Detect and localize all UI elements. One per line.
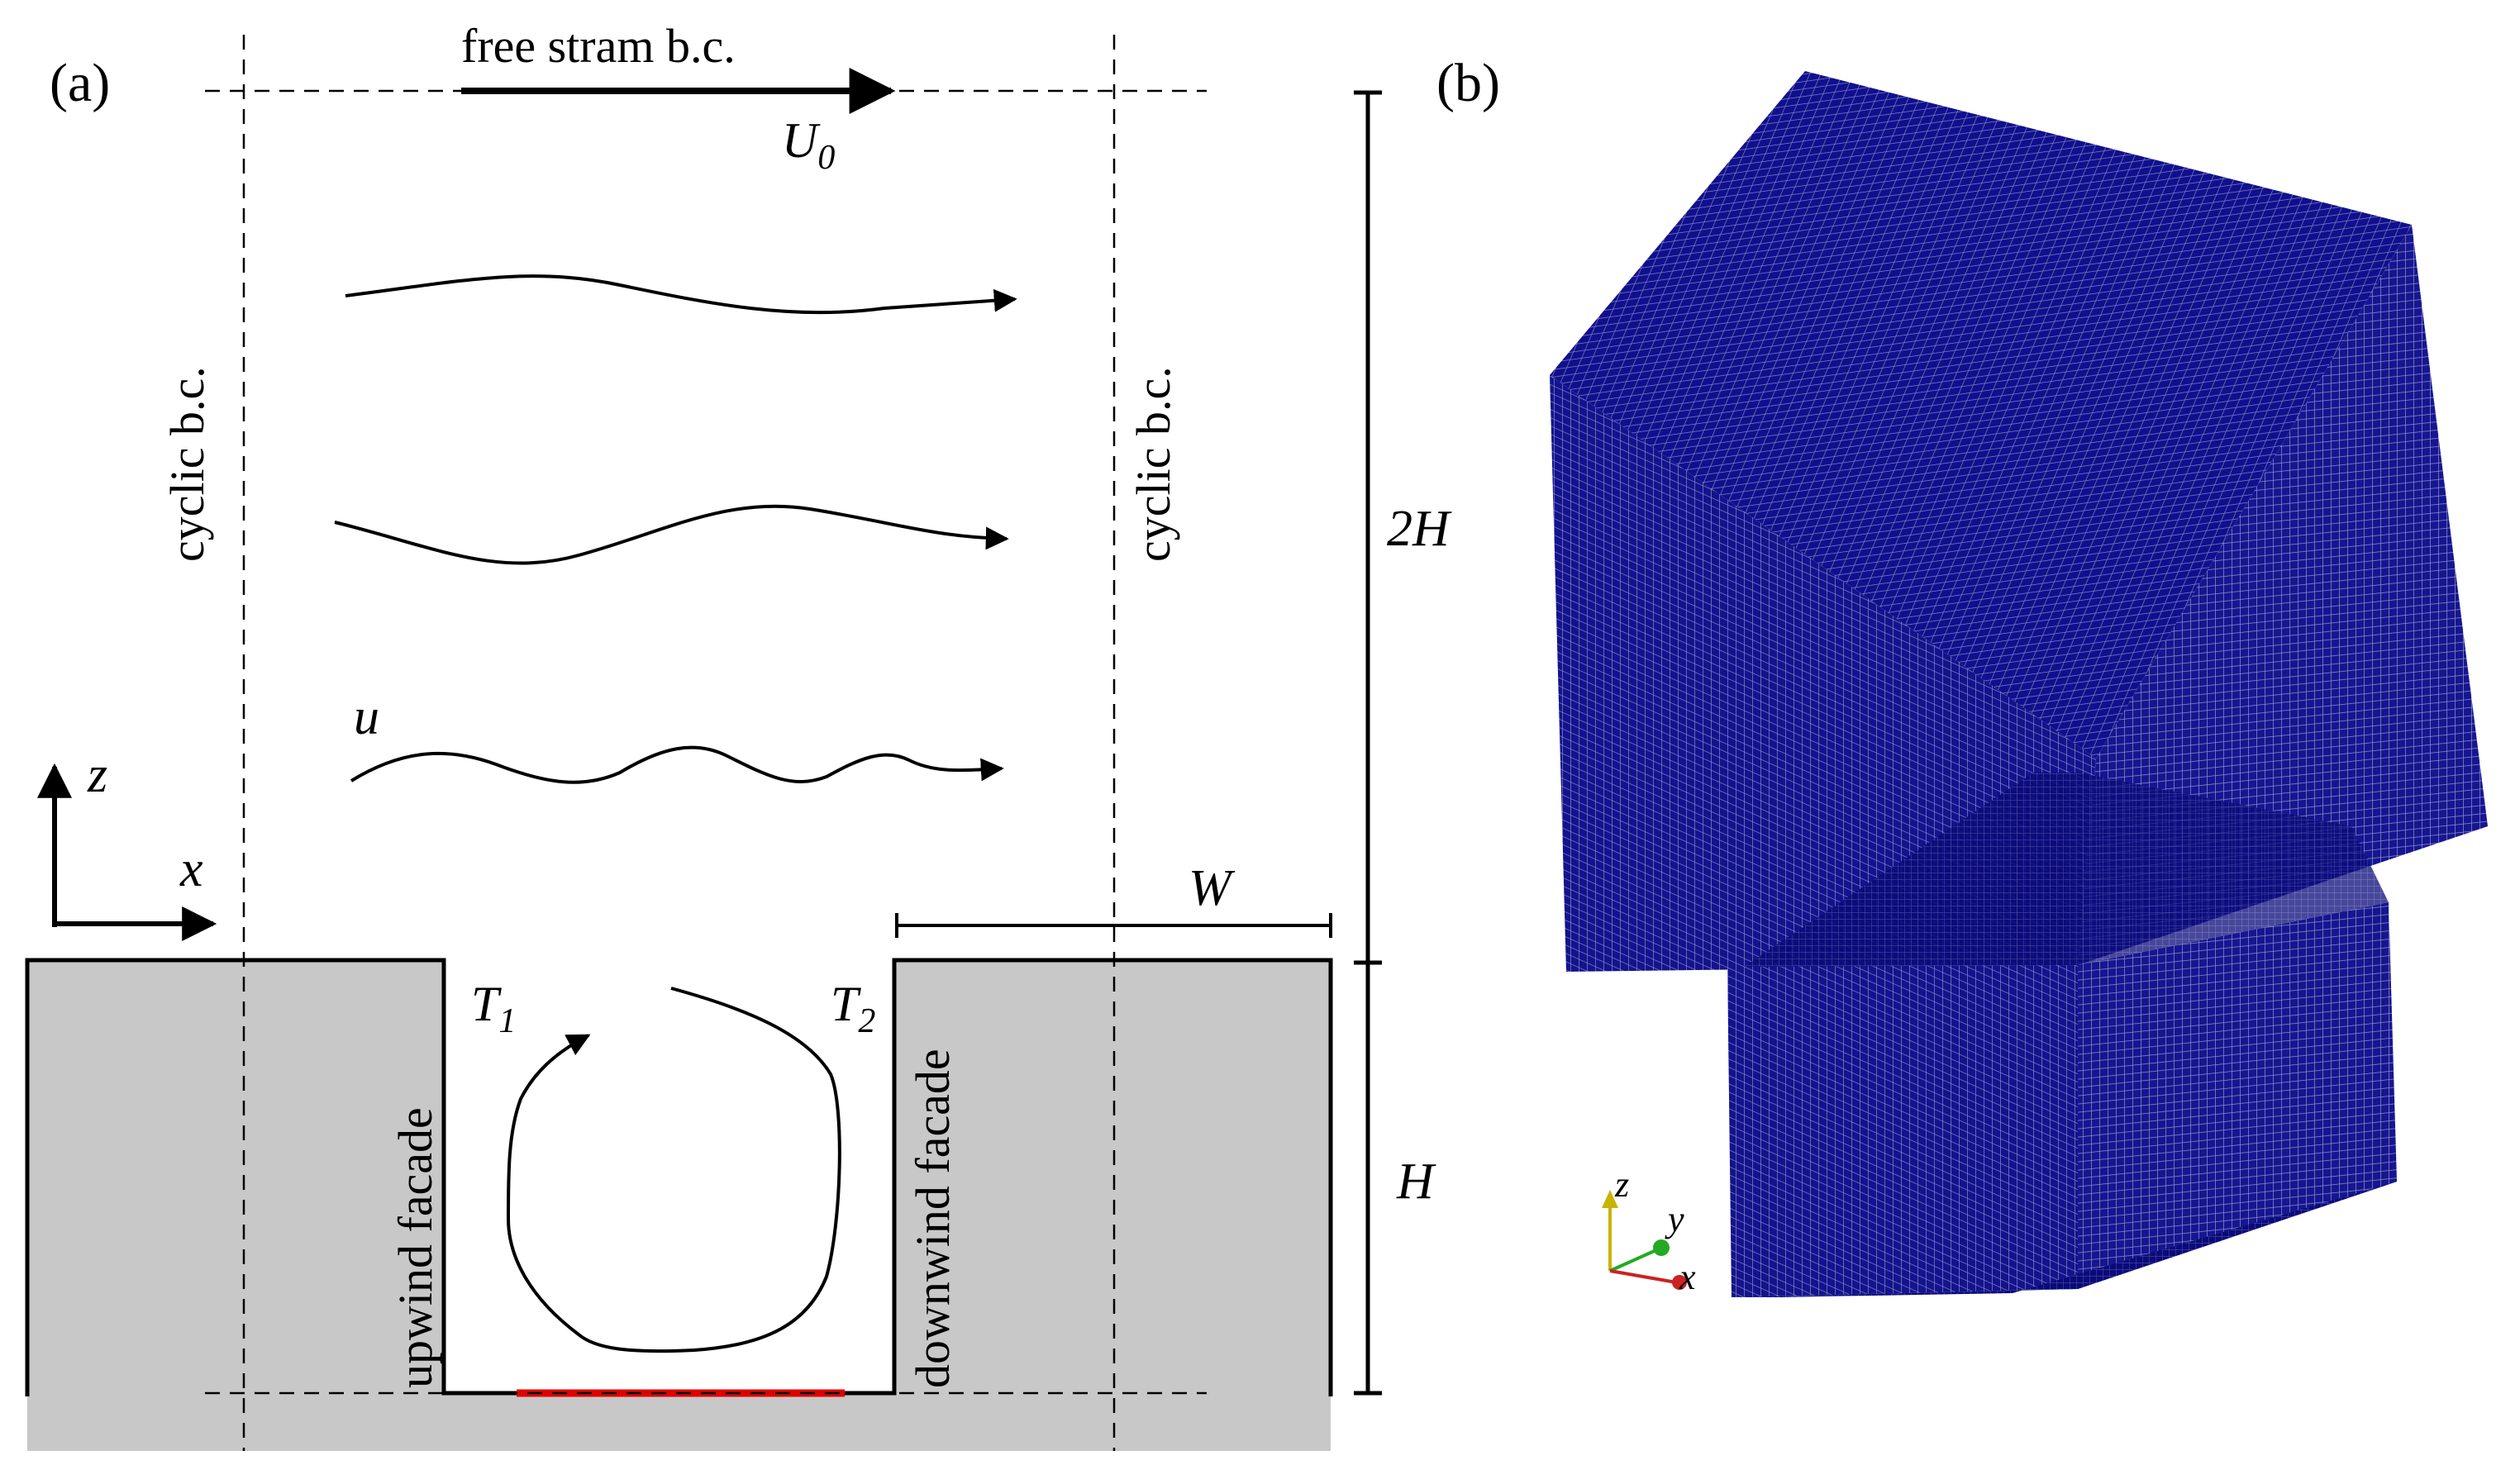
triad-y-cone xyxy=(1653,1239,1670,1256)
streamline-middle xyxy=(334,504,1009,565)
mesh-lower-right-face xyxy=(2078,902,2397,1289)
streamline-lower xyxy=(350,745,1004,784)
mesh-upper-top-face xyxy=(1550,71,2412,759)
top-bc-label: free stram b.c. xyxy=(461,19,736,73)
coordinate-axes: z x xyxy=(37,747,217,941)
panel-b-label: (b) xyxy=(1436,53,1500,113)
mesh-lower-left-face xyxy=(1727,965,2078,1297)
recirculation-vortex xyxy=(506,987,841,1353)
panel-a: (a) free stram b.c. U0 cyclic b.c. cycli… xyxy=(25,19,1452,1451)
height-lower-label: H xyxy=(1396,1153,1436,1210)
temp-left-label: T1 xyxy=(471,977,516,1040)
mesh-step-face-left xyxy=(1744,773,2078,967)
triad-y-label: y xyxy=(1665,1199,1684,1239)
mesh-step-face-right xyxy=(2078,773,2389,965)
orientation-triad: z y x xyxy=(1602,1164,1696,1297)
width-dimension: W xyxy=(895,860,1332,938)
right-cyclic-bc-label: cyclic b.c. xyxy=(1127,366,1180,562)
panel-b: (b) z y x xyxy=(1436,53,2488,1297)
mesh-upper-right-face xyxy=(2078,225,2488,965)
building-fill xyxy=(27,960,1331,1451)
triad-y-axis xyxy=(1609,1248,1659,1272)
streamline-upper xyxy=(345,274,1017,315)
upwind-facade-label: upwind facade xyxy=(388,1107,442,1388)
z-axis-label: z xyxy=(87,747,107,803)
panel-a-label: (a) xyxy=(50,53,110,113)
triad-z-cone xyxy=(1602,1190,1618,1208)
velocity-label: u xyxy=(354,689,379,745)
mesh-3d-domain xyxy=(1550,71,2488,1297)
x-axis-label: x xyxy=(179,841,203,897)
temp-right-label: T2 xyxy=(831,977,875,1040)
width-label: W xyxy=(1189,860,1236,916)
triad-x-axis xyxy=(1609,1269,1677,1284)
streamlines xyxy=(334,274,1017,784)
left-cyclic-bc-label: cyclic b.c. xyxy=(160,366,214,562)
triad-x-label: x xyxy=(1679,1257,1696,1297)
triad-x-cone xyxy=(1672,1275,1687,1290)
building-block xyxy=(25,958,1333,1451)
downwind-facade-label: downwind facade xyxy=(906,1049,960,1388)
height-dimension: 2H H xyxy=(1354,90,1452,1396)
freestream-velocity-label: U0 xyxy=(782,113,835,177)
triad-z-label: z xyxy=(1614,1164,1629,1205)
height-upper-label: 2H xyxy=(1387,501,1452,557)
